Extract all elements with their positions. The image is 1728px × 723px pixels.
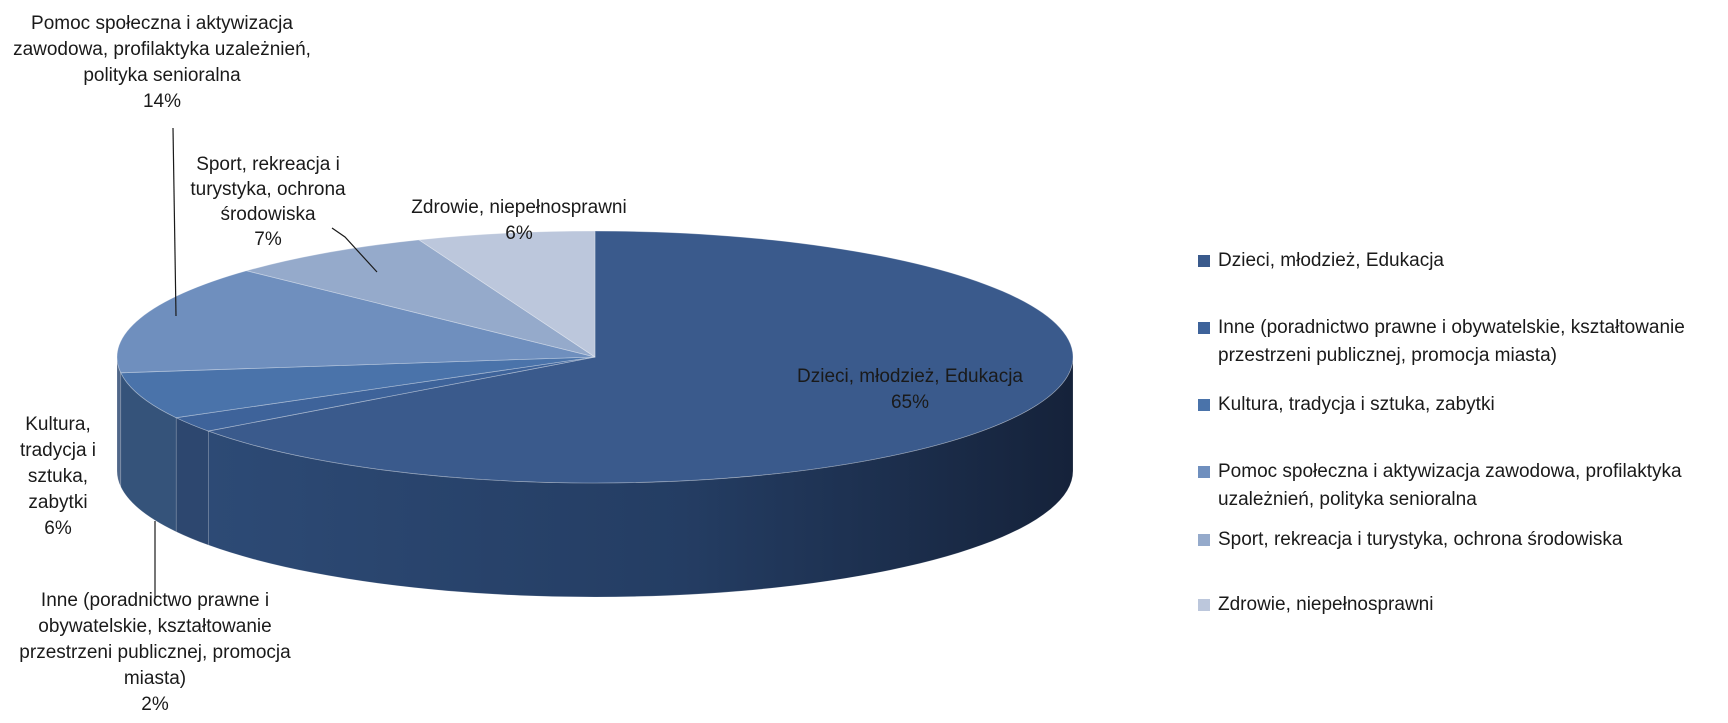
legend-label: Kultura, tradycja i sztuka, zabytki (1218, 394, 1495, 415)
legend-swatch (1198, 466, 1210, 478)
data-label-dzieci-mlodziez-edukacja: Dzieci, młodzież, Edukacja 65% (797, 366, 1023, 413)
legend-swatch (1198, 255, 1210, 267)
pie-slice-pomoc-spoleczna-i-aktywizacja-zawodowa-p (116, 270, 596, 374)
legend-label: Pomoc społeczna i aktywizacja zawodowa, … (1218, 461, 1682, 510)
legend-label: Inne (poradnictwo prawne i obywatelskie,… (1218, 317, 1685, 366)
pie-side-inne-poradnictwo-prawne-i-obywatelskie-k (175, 417, 209, 546)
legend-item-dzieci-mlodziez-edukacja: Dzieci, młodzież, Edukacja (1198, 247, 1444, 275)
legend-swatch (1198, 322, 1210, 334)
legend-label: Zdrowie, niepełnosprawni (1218, 594, 1434, 615)
legend-swatch (1198, 599, 1210, 611)
pie-slice-sport-rekreacja-i-turystyka-ochrona-srod (244, 239, 596, 358)
legend-swatch (1198, 534, 1210, 546)
pie-slice-zdrowie-niepelnosprawni (417, 230, 596, 358)
pie-slice-inne-poradnictwo-prawne-i-obywatelskie-k (174, 356, 596, 432)
legend-label: Sport, rekreacja i turystyka, ochrona śr… (1218, 529, 1623, 550)
leader-line-pomoc (172, 127, 177, 317)
leader-line-sport (331, 227, 378, 273)
leader-lines (154, 127, 378, 598)
legend-item-inne-poradnictwo-prawne-i-obywatelskie-k: Inne (poradnictwo prawne i obywatelskie,… (1198, 314, 1685, 370)
pie-side-pomoc-spoleczna-i-aktywizacja-zawodowa-p (116, 356, 122, 487)
data-label-sport-rekreacja-i-turystyka-ochrona-srod: Sport, rekreacja i turystyka, ochrona środ… (190, 154, 346, 250)
legend-item-zdrowie-niepelnosprawni: Zdrowie, niepełnosprawni (1198, 591, 1433, 619)
data-label-zdrowie-niepelnosprawni: Zdrowie, niepełnosprawni 6% (411, 197, 626, 244)
legend-item-sport-rekreacja-i-turystyka-ochrona-srod: Sport, rekreacja i turystyka, ochrona śr… (1198, 526, 1622, 554)
pie-top-faces (116, 230, 1074, 484)
legend-label: Dzieci, młodzież, Edukacja (1218, 250, 1444, 271)
pie-slice-dzieci-mlodziez-edukacja (206, 230, 1074, 484)
legend-swatch (1198, 399, 1210, 411)
data-labels: Dzieci, młodzież, Edukacja 65% Inne (porad… (13, 13, 1023, 715)
data-label-pomoc-spoleczna-i-aktywizacja-zawodowa-p: Pomoc społeczna i aktywizacja zawodowa, p… (13, 13, 311, 112)
pie-slice-kultura-tradycja-i-sztuka-zabytki (120, 356, 596, 419)
legend-item-pomoc-spoleczna-i-aktywizacja-zawodowa-p: Pomoc społeczna i aktywizacja zawodowa, … (1198, 458, 1682, 514)
data-label-kultura-tradycja-i-sztuka-zabytki: Kultura, tradycja i sztuka, zabytki 6% (20, 414, 96, 539)
legend-item-kultura-tradycja-i-sztuka-zabytki: Kultura, tradycja i sztuka, zabytki (1198, 391, 1495, 419)
data-label-inne-poradnictwo-prawne-i-obywatelskie-k: Inne (poradnictwo prawne i obywatelskie, … (19, 590, 291, 715)
pie-side-walls (116, 356, 1074, 598)
